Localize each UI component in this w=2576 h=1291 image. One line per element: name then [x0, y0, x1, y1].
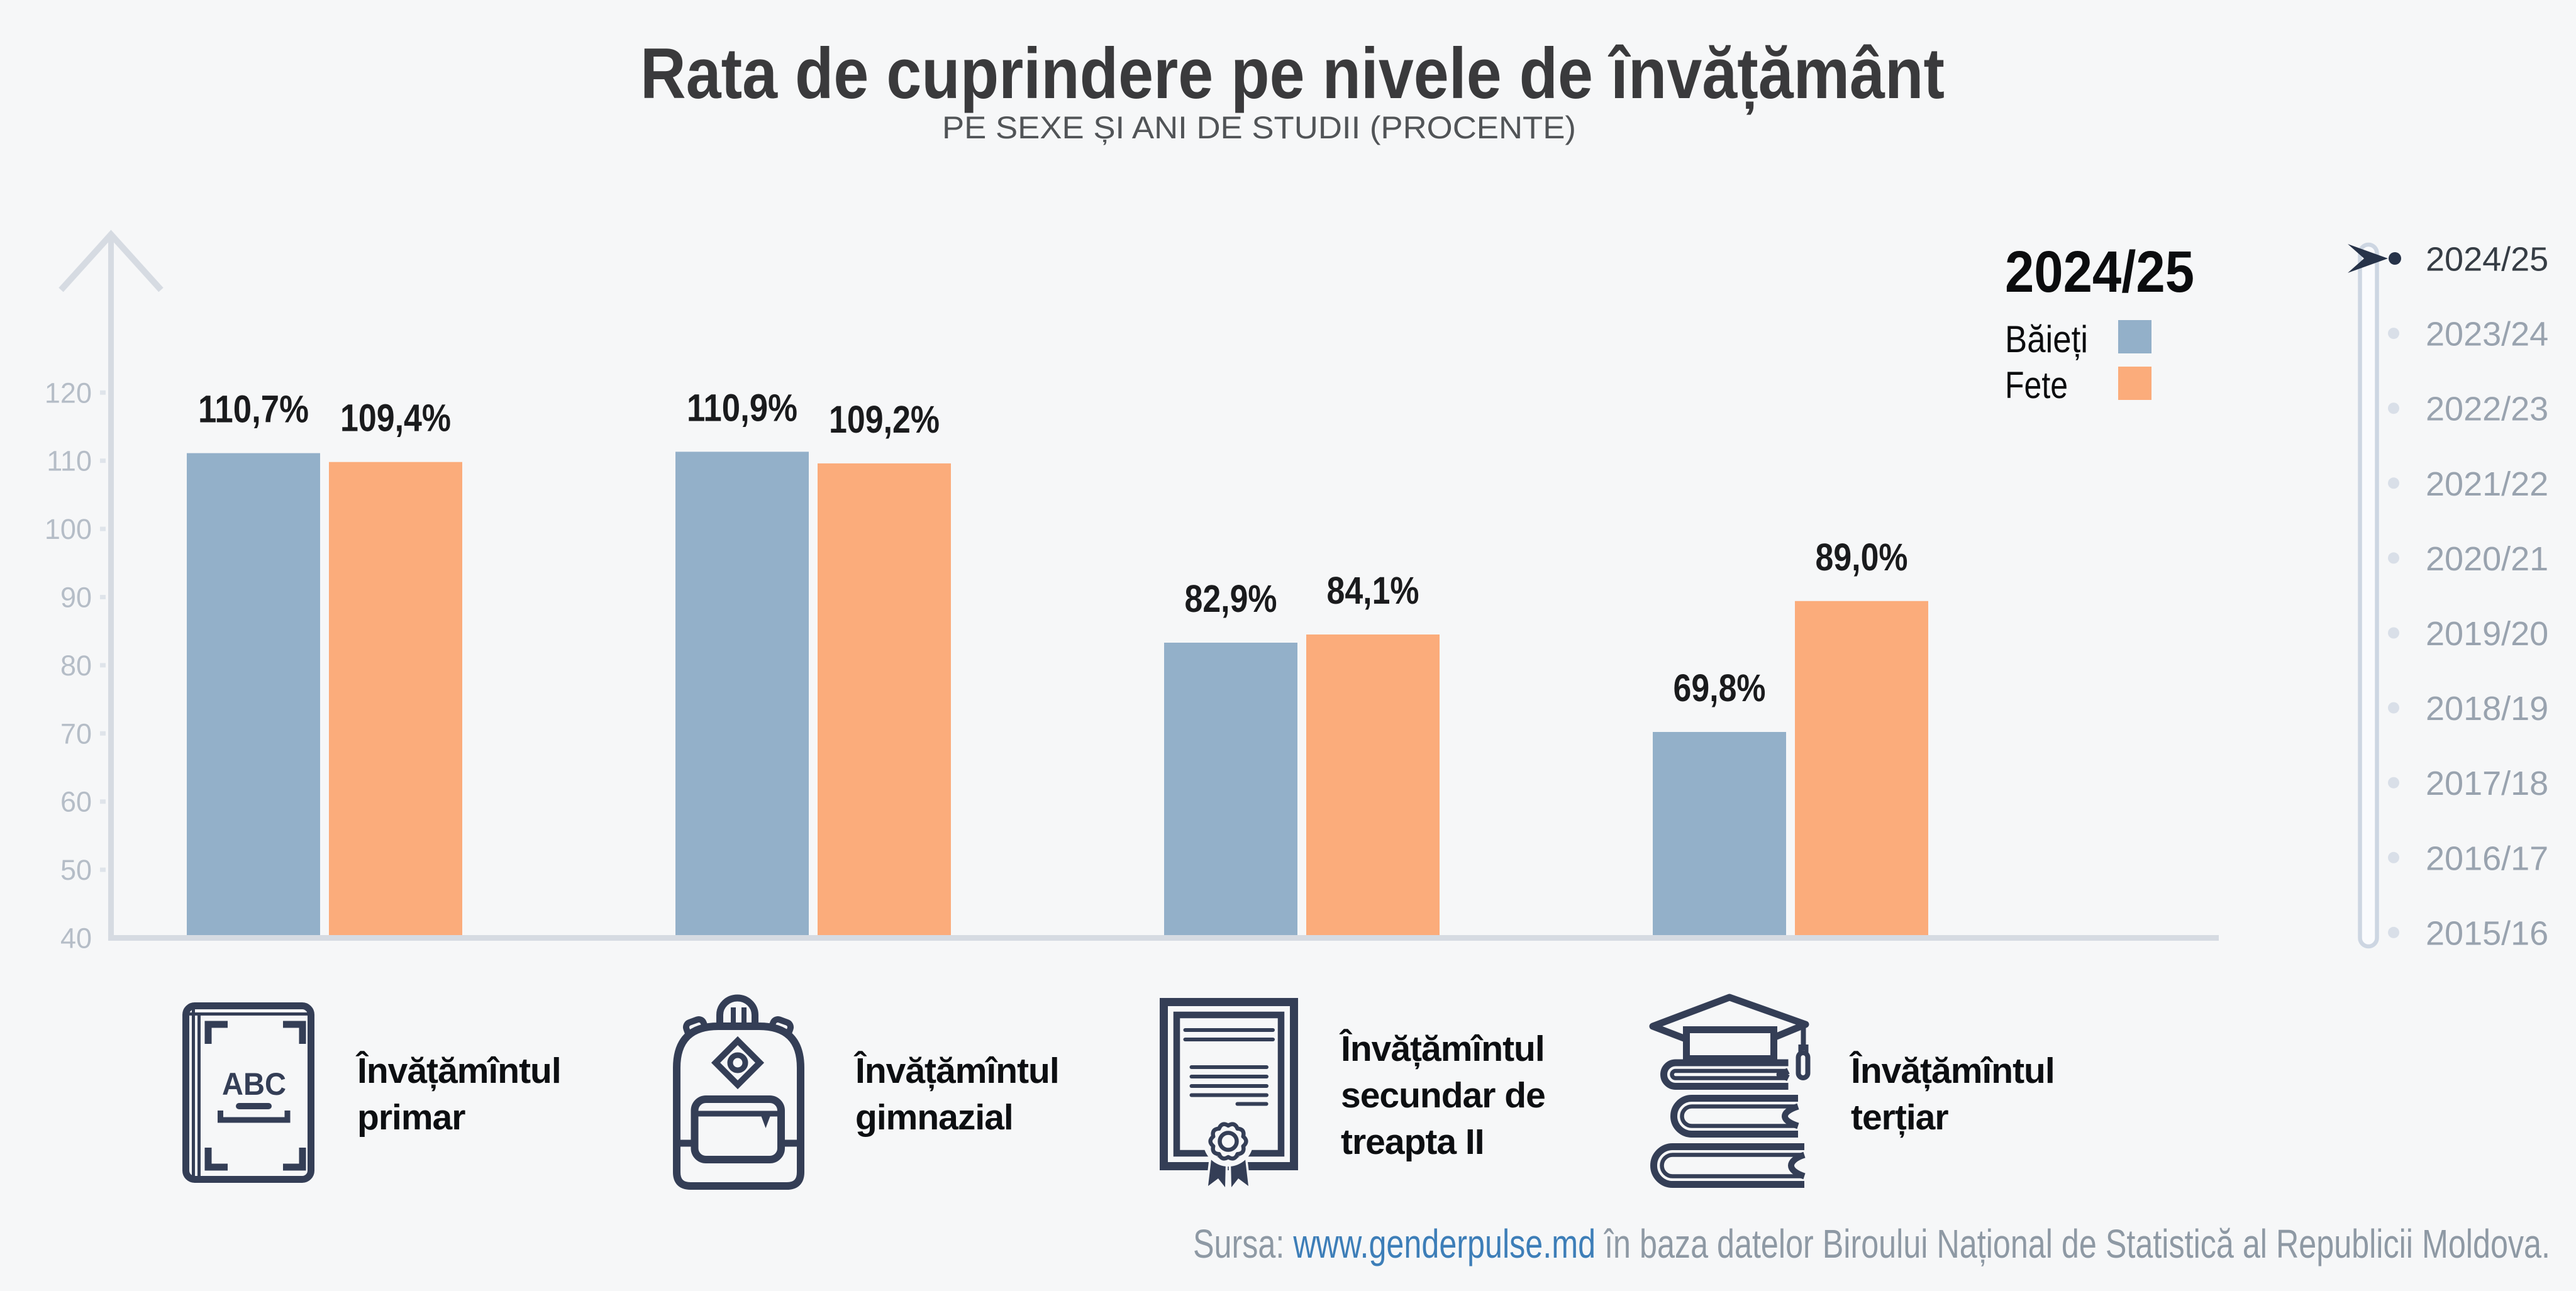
svg-text:120: 120	[45, 377, 92, 409]
svg-text:2024/25: 2024/25	[2005, 239, 2194, 304]
svg-text:gimnazial: gimnazial	[855, 1097, 1013, 1138]
svg-text:82,9%: 82,9%	[1185, 577, 1277, 620]
svg-text:2019/20: 2019/20	[2426, 615, 2548, 653]
svg-text:2015/16: 2015/16	[2426, 914, 2548, 952]
svg-text:60: 60	[60, 786, 92, 818]
svg-text:secundar de: secundar de	[1341, 1075, 1545, 1116]
svg-text:Învățămîntul: Învățămîntul	[1339, 1028, 1545, 1070]
svg-text:Învățămîntul: Învățămîntul	[355, 1050, 561, 1092]
svg-text:110,9%: 110,9%	[687, 386, 797, 429]
svg-text:109,2%: 109,2%	[829, 398, 940, 441]
svg-text:100: 100	[45, 513, 92, 545]
svg-text:2024/25: 2024/25	[2426, 241, 2548, 279]
svg-text:70: 70	[60, 718, 92, 750]
svg-text:ABC: ABC	[222, 1067, 286, 1102]
svg-text:2020/21: 2020/21	[2426, 540, 2548, 578]
svg-text:2023/24: 2023/24	[2426, 316, 2548, 353]
svg-text:Învățămîntul: Învățămîntul	[853, 1050, 1059, 1092]
svg-text:109,4%: 109,4%	[340, 397, 451, 440]
svg-text:2016/17: 2016/17	[2426, 839, 2548, 877]
svg-text:2021/22: 2021/22	[2426, 465, 2548, 503]
svg-text:89,0%: 89,0%	[1816, 536, 1908, 579]
svg-text:2022/23: 2022/23	[2426, 391, 2548, 428]
svg-text:69,8%: 69,8%	[1674, 667, 1766, 709]
svg-text:Sursa: www.genderpulse.md în b: Sursa: www.genderpulse.md în baza datelo…	[1193, 1221, 2550, 1266]
svg-text:treapta II: treapta II	[1341, 1122, 1484, 1162]
svg-text:Rata de cuprindere pe nivele d: Rata de cuprindere pe nivele de învățămâ…	[640, 34, 1945, 115]
svg-text:PE SEXE ȘI ANI DE STUDII (PROC: PE SEXE ȘI ANI DE STUDII (PROCENTE)	[942, 110, 1576, 145]
svg-text:terțiar: terțiar	[1851, 1097, 1948, 1138]
svg-text:84,1%: 84,1%	[1327, 569, 1419, 612]
svg-text:110,7%: 110,7%	[198, 388, 309, 431]
svg-text:2017/18: 2017/18	[2426, 765, 2548, 802]
svg-text:Învățămîntul: Învățămîntul	[1849, 1050, 2055, 1092]
svg-text:80: 80	[60, 650, 92, 682]
svg-text:Băieți: Băieți	[2005, 318, 2088, 360]
svg-text:primar: primar	[357, 1097, 465, 1138]
svg-text:2018/19: 2018/19	[2426, 690, 2548, 728]
svg-text:110: 110	[47, 445, 92, 477]
svg-text:40: 40	[60, 923, 92, 955]
svg-text:50: 50	[60, 854, 92, 886]
svg-text:90: 90	[60, 582, 92, 614]
svg-text:Fete: Fete	[2005, 364, 2068, 406]
